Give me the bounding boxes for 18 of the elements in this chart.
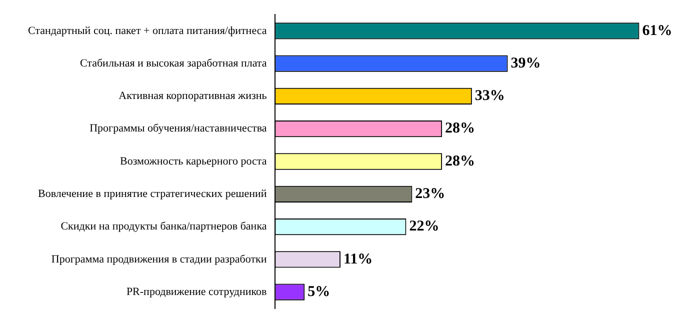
y-tick-label: Скидки на продукты банка/партнеров банка (60, 220, 267, 233)
y-tick-label: Стабильная и высокая заработная плата (80, 57, 267, 70)
y-tick-label: Вовлечение в принятие стратегических решений (38, 188, 267, 200)
data-label: 22% (409, 218, 440, 235)
data-label: 39% (510, 55, 541, 72)
y-tick-label: Программы обучения/наставничества (90, 122, 267, 135)
y-tick-label: PR-продвижение сотрудников (126, 286, 267, 298)
data-label: 28% (445, 120, 476, 137)
data-label: 5% (308, 284, 330, 300)
data-label: 23% (415, 186, 446, 202)
data-label: 11% (343, 251, 373, 268)
data-label: 28% (445, 153, 476, 170)
data-label: 61% (642, 22, 672, 39)
y-tick-label: Программа продвижения в стадии разработки (51, 253, 267, 266)
y-tick-label: Активная корпоративная жизнь (118, 90, 267, 102)
y-tick-label: Возможность карьерного роста (120, 155, 267, 168)
data-label: 33% (474, 88, 505, 104)
y-tick-label: Стандартный соц. пакет + оплата питания/фитнеса (28, 24, 267, 37)
